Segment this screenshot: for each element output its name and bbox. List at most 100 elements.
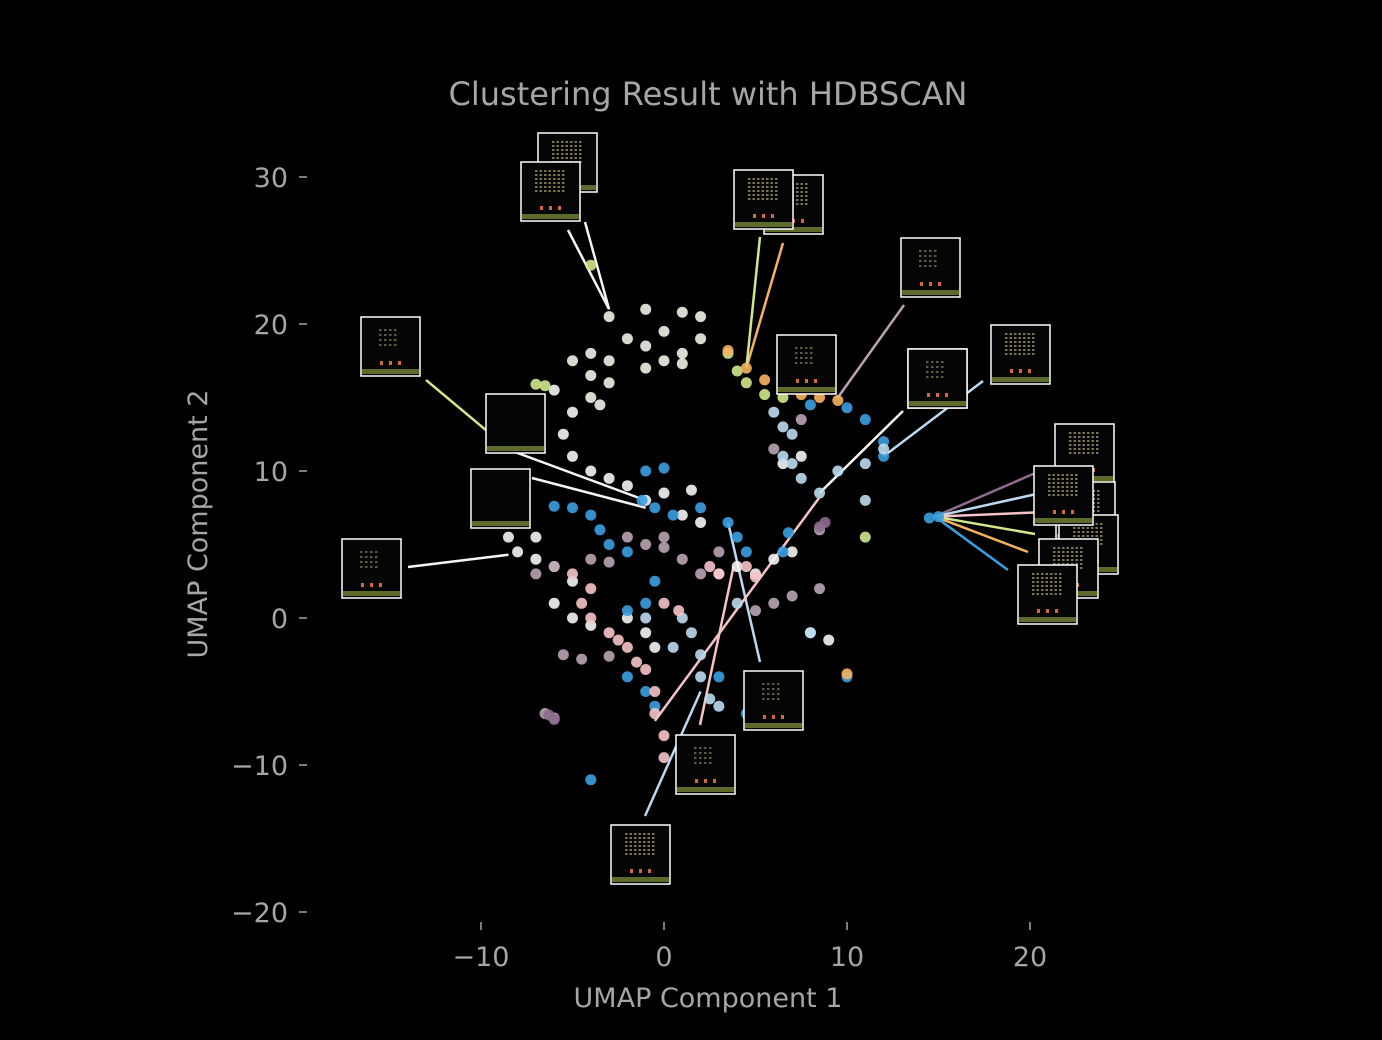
invader-dot xyxy=(795,347,798,349)
invader-dot xyxy=(1058,551,1061,553)
data-point xyxy=(741,363,752,374)
invader-dot xyxy=(1091,531,1094,533)
invader-dot xyxy=(1037,581,1040,583)
invader-dot xyxy=(1078,432,1081,434)
invader-dot xyxy=(561,141,564,143)
invader-dot xyxy=(389,339,392,341)
invader-dot xyxy=(535,182,538,184)
invader-dot xyxy=(1078,444,1081,446)
thumbnail-ground xyxy=(992,377,1049,382)
data-point xyxy=(594,524,605,535)
invader-dot xyxy=(1100,539,1103,541)
invader-dot xyxy=(757,182,760,184)
data-point xyxy=(677,307,688,318)
invader-dot xyxy=(625,853,628,855)
thumbnail-ground xyxy=(735,222,792,227)
data-point xyxy=(567,502,578,513)
invader-dot xyxy=(1092,448,1095,450)
invader-dot xyxy=(1037,573,1040,575)
invader-dot xyxy=(1037,589,1040,591)
invader-dot xyxy=(1010,333,1013,335)
invader-dot xyxy=(1059,577,1062,579)
invader-dot xyxy=(639,845,642,847)
invader-dot xyxy=(762,182,765,184)
data-point xyxy=(659,542,670,553)
data-point xyxy=(741,377,752,388)
data-point xyxy=(787,429,798,440)
invader-dot xyxy=(796,191,799,193)
invader-dot xyxy=(1067,559,1070,561)
invader-dot xyxy=(1078,448,1081,450)
invader-dot xyxy=(926,361,929,363)
invader-dot xyxy=(1066,486,1069,488)
invader-dot xyxy=(1100,535,1103,537)
data-point xyxy=(777,546,788,557)
invader-dot xyxy=(771,182,774,184)
invader-dot xyxy=(1080,551,1083,553)
invader-dot xyxy=(1078,535,1081,537)
invader-dot xyxy=(1010,349,1013,351)
x-tick-label: −10 xyxy=(453,942,510,973)
invader-dot xyxy=(704,752,707,754)
invader-dot xyxy=(553,190,556,192)
bunker-mark xyxy=(630,869,633,873)
invader-dot xyxy=(775,198,778,200)
invader-dot xyxy=(553,186,556,188)
data-point xyxy=(640,613,651,624)
invader-dot xyxy=(1048,482,1051,484)
data-point xyxy=(549,714,560,725)
thumbnail-frame xyxy=(471,469,530,528)
invader-dot xyxy=(801,195,804,197)
invader-dot xyxy=(795,352,798,354)
bunker-mark xyxy=(1062,510,1065,514)
invader-dot xyxy=(805,183,808,185)
invader-dot xyxy=(1097,494,1100,496)
invader-dot xyxy=(1078,531,1081,533)
data-point xyxy=(604,651,615,662)
invader-dot xyxy=(1062,551,1065,553)
invader-dot xyxy=(709,757,712,759)
invader-dot xyxy=(1053,551,1056,553)
invader-dot xyxy=(648,853,651,855)
data-point xyxy=(640,466,651,477)
data-point xyxy=(686,627,697,638)
invader-dot xyxy=(1096,531,1099,533)
invader-dot xyxy=(762,178,765,180)
invader-dot xyxy=(544,178,547,180)
invader-dot xyxy=(1055,593,1058,595)
data-point xyxy=(649,686,660,697)
invader-dot xyxy=(394,339,397,341)
data-point xyxy=(695,649,706,660)
invader-dot xyxy=(540,182,543,184)
invader-dot xyxy=(926,371,929,373)
data-point xyxy=(787,590,798,601)
invader-dot xyxy=(1046,593,1049,595)
invader-dot xyxy=(1014,349,1017,351)
invader-dot xyxy=(1062,559,1065,561)
invader-dot xyxy=(652,853,655,855)
invader-dot xyxy=(1048,486,1051,488)
invader-dot xyxy=(365,566,368,568)
invader-dot xyxy=(652,849,655,851)
y-tick-label: −20 xyxy=(231,898,288,929)
invader-dot xyxy=(1062,478,1065,480)
invader-dot xyxy=(931,366,934,368)
invader-dot xyxy=(924,265,927,267)
invader-dot xyxy=(1041,577,1044,579)
thumbnail-frame xyxy=(744,671,803,730)
invader-dot xyxy=(394,334,397,336)
invader-dot xyxy=(1059,573,1062,575)
invader-dot xyxy=(801,191,804,193)
bunker-mark xyxy=(772,715,775,719)
bunker-mark xyxy=(549,206,552,210)
invader-dot xyxy=(1005,341,1008,343)
invader-dot xyxy=(384,339,387,341)
invader-dot xyxy=(549,174,552,176)
invader-dot xyxy=(748,182,751,184)
data-point xyxy=(777,451,788,462)
invader-dot xyxy=(929,250,932,252)
invader-dot xyxy=(694,747,697,749)
invader-dot xyxy=(1087,535,1090,537)
data-point xyxy=(604,557,615,568)
